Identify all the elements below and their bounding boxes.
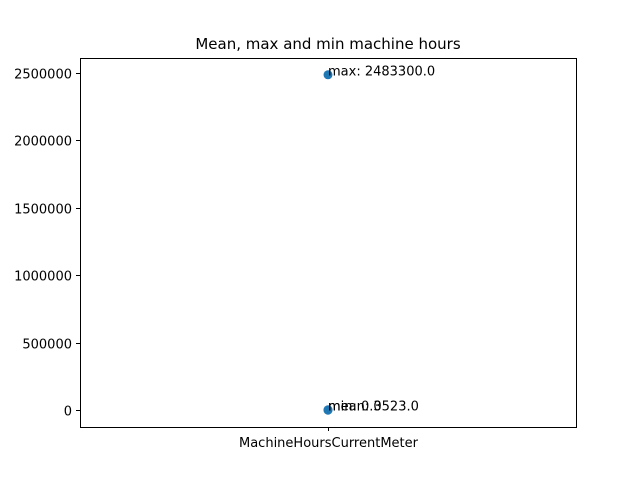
chart-title: Mean, max and min machine hours bbox=[195, 35, 460, 53]
plot-frame bbox=[80, 58, 577, 428]
x-tick-label: MachineHoursCurrentMeter bbox=[239, 436, 419, 451]
y-tick-label: 0 bbox=[64, 405, 72, 420]
y-tick-label: 500000 bbox=[22, 338, 72, 353]
y-tick-label: 2000000 bbox=[14, 135, 72, 150]
y-axis: 0 500000 1000000 1500000 2000000 2500000 bbox=[14, 68, 80, 420]
y-tick-label: 1000000 bbox=[14, 270, 72, 285]
annotation-min: min: 0.0 bbox=[328, 400, 382, 415]
y-tick-label: 2500000 bbox=[14, 68, 72, 83]
annotation-max: max: 2483300.0 bbox=[328, 64, 435, 79]
data-point-max bbox=[323, 70, 333, 80]
data-point-min bbox=[323, 405, 333, 415]
x-axis: MachineHoursCurrentMeter bbox=[239, 427, 419, 451]
y-tick-label: 1500000 bbox=[14, 203, 72, 218]
data-points bbox=[323, 70, 333, 415]
annotation-mean: mean: 3523.0 bbox=[328, 399, 419, 414]
